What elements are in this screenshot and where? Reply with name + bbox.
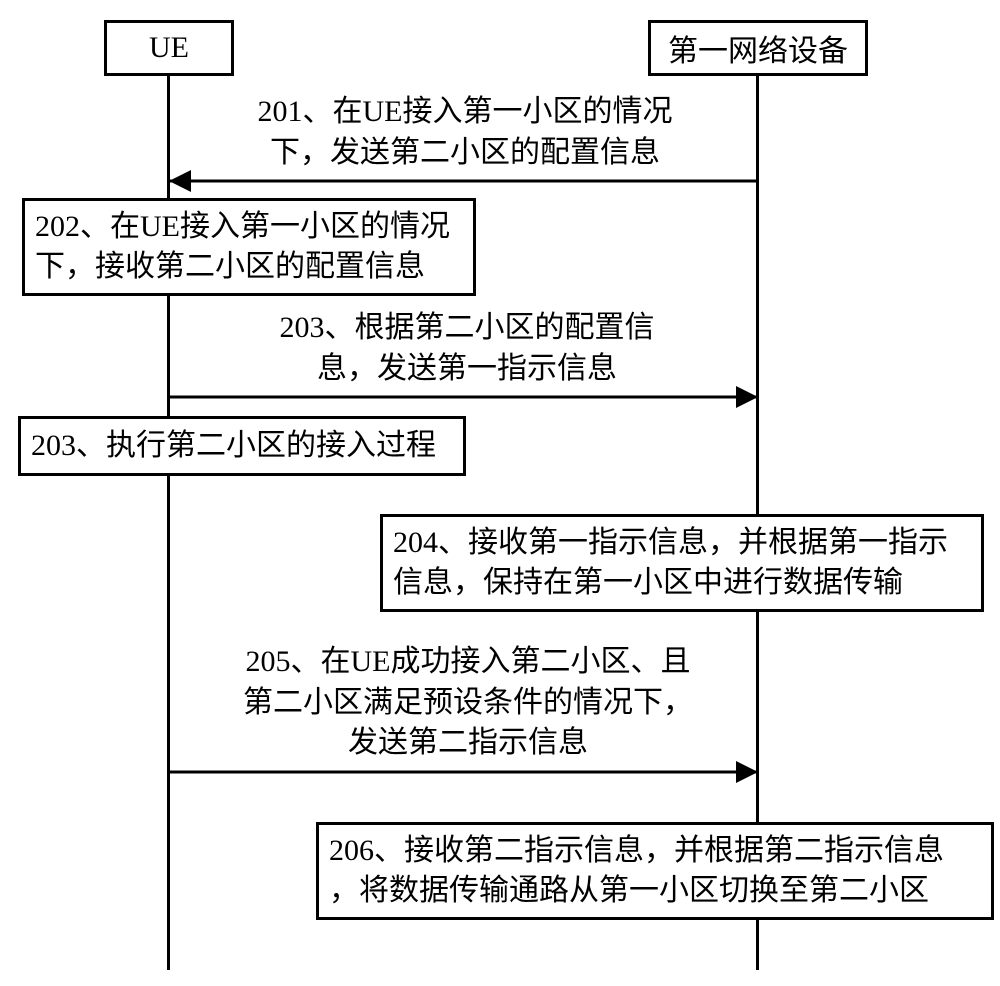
participant-ue: UE [104,20,234,76]
activity-204: 204、接收第一指示信息，并根据第一指示 信息，保持在第一小区中进行数据传输 [380,514,984,612]
message-205-arrow [169,769,758,779]
message-201-arrow [169,178,758,188]
message-205-label: 205、在UE成功接入第二小区、且 第二小区满足预设条件的情况下， 发送第二指示… [218,642,718,764]
message-203-label: 203、根据第二小区的配置信 息，发送第一指示信息 [252,308,682,389]
message-203-arrow [169,394,758,404]
participant-net: 第一网络设备 [648,20,868,76]
message-201-label: 201、在UE接入第一小区的情况 下，发送第二小区的配置信息 [235,92,695,173]
participant-ue-label: UE [149,31,189,65]
activity-203b: 203、执行第二小区的接入过程 [18,416,466,476]
activity-206: 206、接收第二指示信息，并根据第二指示信息 ，将数据传输通路从第一小区切换至第… [316,822,994,920]
sequence-diagram: UE 第一网络设备 201、在UE接入第一小区的情况 下，发送第二小区的配置信息… [0,0,1000,986]
activity-202: 202、在UE接入第一小区的情况 下，接收第二小区的配置信息 [22,198,476,296]
participant-net-label: 第一网络设备 [668,26,848,70]
